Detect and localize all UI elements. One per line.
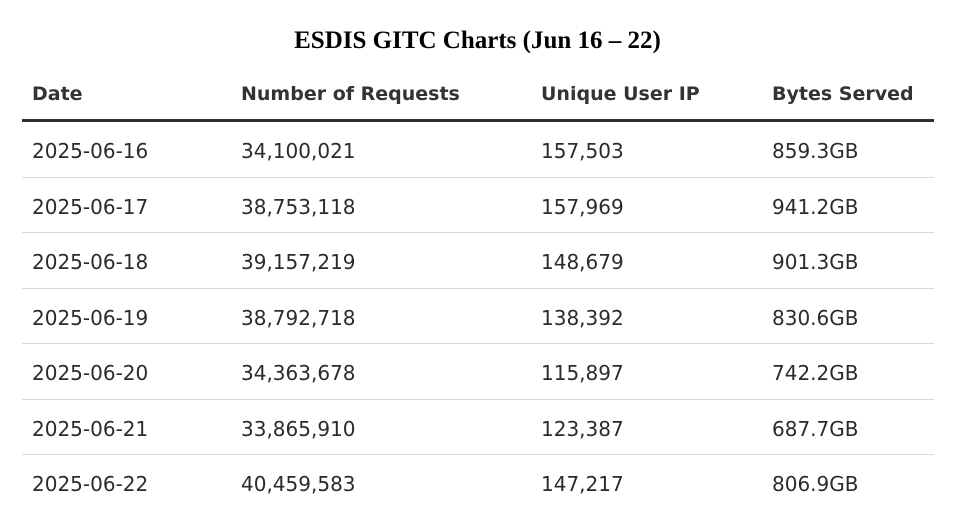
- table-row: 2025-06-21 33,865,910 123,387 687.7GB: [22, 400, 934, 455]
- unique-ip-cell: 148,679: [541, 250, 624, 274]
- requests-cell: 34,100,021: [241, 139, 356, 163]
- bytes-cell: 742.2GB: [772, 361, 859, 385]
- unique-ip-cell: 138,392: [541, 305, 624, 330]
- requests-cell: 39,157,219: [241, 250, 356, 274]
- requests-cell: 40,459,583: [241, 472, 356, 496]
- table-row: 2025-06-19 38,792,718 138,392 830.6GB: [22, 289, 934, 344]
- date-cell: 2025-06-16: [32, 139, 149, 163]
- table-row: 2025-06-22 40,459,583 147,217 806.9GB: [22, 455, 934, 511]
- table-row: 2025-06-18 39,157,219 148,679 901.3GB: [22, 233, 934, 289]
- column-header-unique-ip[interactable]: Unique User IP: [541, 83, 700, 105]
- table-header-row: Date Number of Requests Unique User IP B…: [22, 68, 934, 122]
- column-header-bytes[interactable]: Bytes Served: [772, 83, 914, 105]
- date-cell: 2025-06-20: [32, 361, 149, 385]
- bytes-cell: 941.2GB: [772, 194, 859, 219]
- date-cell: 2025-06-17: [32, 194, 149, 219]
- date-cell: 2025-06-21: [32, 416, 149, 441]
- unique-ip-cell: 157,503: [541, 139, 624, 163]
- bytes-cell: 806.9GB: [772, 472, 859, 496]
- requests-cell: 38,753,118: [241, 194, 356, 219]
- requests-cell: 33,865,910: [241, 416, 356, 441]
- bytes-cell: 901.3GB: [772, 250, 859, 274]
- bytes-cell: 830.6GB: [772, 305, 859, 330]
- table-row: 2025-06-20 34,363,678 115,897 742.2GB: [22, 344, 934, 400]
- table-row: 2025-06-16 34,100,021 157,503 859.3GB: [22, 122, 934, 178]
- bytes-cell: 687.7GB: [772, 416, 859, 441]
- date-cell: 2025-06-19: [32, 305, 149, 330]
- table-body: 2025-06-16 34,100,021 157,503 859.3GB 2025-0…: [22, 122, 934, 511]
- column-header-requests[interactable]: Number of Requests: [241, 83, 460, 105]
- table-row: 2025-06-17 38,753,118 157,969 941.2GB: [22, 178, 934, 233]
- requests-cell: 34,363,678: [241, 361, 356, 385]
- stats-table: Date Number of Requests Unique User IP B…: [22, 68, 934, 511]
- unique-ip-cell: 157,969: [541, 194, 624, 219]
- requests-cell: 38,792,718: [241, 305, 356, 330]
- unique-ip-cell: 123,387: [541, 416, 624, 441]
- unique-ip-cell: 115,897: [541, 361, 624, 385]
- date-cell: 2025-06-18: [32, 250, 149, 274]
- unique-ip-cell: 147,217: [541, 472, 624, 496]
- bytes-cell: 859.3GB: [772, 139, 859, 163]
- chart-title: ESDIS GITC Charts (Jun 16 – 22): [294, 27, 661, 54]
- column-header-date[interactable]: Date: [32, 83, 83, 105]
- date-cell: 2025-06-22: [32, 472, 149, 496]
